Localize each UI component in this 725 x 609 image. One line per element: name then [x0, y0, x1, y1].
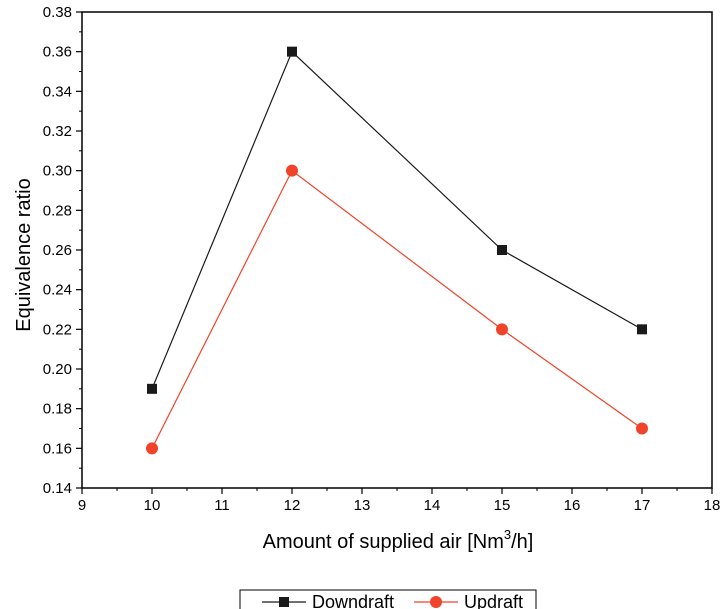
y-tick-label: 0.24 — [43, 282, 72, 299]
y-tick-label: 0.22 — [43, 321, 72, 338]
x-tick-label: 11 — [214, 497, 230, 514]
y-tick-label: 0.26 — [43, 242, 72, 259]
y-tick-label: 0.28 — [43, 202, 72, 219]
data-point-downdraft — [637, 324, 647, 335]
x-axis-title: Amount of supplied air [Nm3/h] — [263, 527, 534, 553]
x-tick-label: 18 — [704, 497, 721, 514]
series-line-downdraft — [151, 50, 643, 390]
x-tick-label: 13 — [354, 497, 371, 514]
plot-area: 9 10 11 12 13 14 15 16 17 18 0.14 0.16 0.18 0.20 0.22 0… — [43, 4, 721, 514]
y-tick-label: 0.16 — [43, 440, 72, 457]
legend: Downdraft Updraft — [239, 589, 537, 609]
x-tick-label: 15 — [494, 497, 511, 514]
legend-label: Downdraft — [312, 592, 394, 609]
data-point-updraft — [636, 422, 648, 435]
legend-label: Updraft — [464, 592, 523, 609]
y-tick-label: 0.34 — [43, 83, 72, 100]
x-tick-label: 17 — [634, 497, 651, 514]
x-tick-label: 12 — [284, 497, 301, 514]
data-point-updraft — [286, 164, 298, 177]
x-tick-label: 16 — [564, 497, 581, 514]
y-axis-title: Equivalence ratio — [13, 178, 35, 331]
data-point-downdraft — [497, 245, 507, 255]
x-tick-label: 9 — [78, 497, 86, 514]
legend-marker — [279, 597, 289, 607]
y-tick-label: 0.18 — [43, 401, 72, 418]
y-tick-label: 0.38 — [43, 4, 72, 21]
data-point-downdraft — [147, 383, 157, 394]
series-line-updraft — [151, 169, 643, 449]
legend-marker — [430, 596, 442, 608]
x-tick-label: 14 — [424, 497, 441, 514]
data-point-updraft — [496, 323, 508, 336]
y-tick-label: 0.14 — [43, 480, 72, 497]
data-point-updraft — [146, 442, 158, 455]
y-tick-label: 0.30 — [43, 163, 72, 180]
y-tick-label: 0.20 — [43, 361, 72, 378]
x-tick-label: 10 — [144, 497, 161, 514]
legend-box — [239, 589, 537, 609]
y-tick-label: 0.32 — [43, 123, 72, 140]
data-point-downdraft — [287, 46, 297, 57]
y-tick-label: 0.36 — [43, 44, 72, 61]
